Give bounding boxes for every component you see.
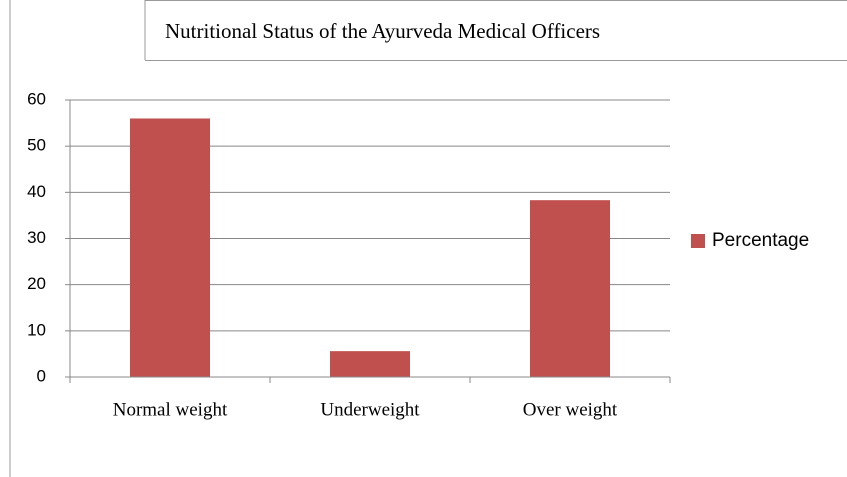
y-tick-label: 50: [27, 136, 46, 155]
x-tick-label: Normal weight: [113, 399, 228, 420]
legend-label: Percentage: [712, 230, 809, 251]
title-box: [144, 0, 847, 60]
y-tick-label: 20: [27, 274, 46, 293]
y-tick-label: 30: [27, 228, 46, 247]
x-tick-label: Underweight: [320, 399, 420, 420]
x-tick-label: Over weight: [523, 399, 618, 420]
bar: [530, 200, 610, 377]
bar: [130, 118, 210, 377]
y-tick-label: 40: [27, 182, 46, 201]
y-tick-label: 0: [37, 366, 46, 385]
bar: [330, 351, 410, 377]
y-tick-label: 60: [27, 89, 46, 108]
chart-title: Nutritional Status of the Ayurveda Medic…: [165, 19, 600, 43]
legend-swatch: [691, 234, 705, 248]
y-tick-label: 10: [27, 320, 46, 339]
